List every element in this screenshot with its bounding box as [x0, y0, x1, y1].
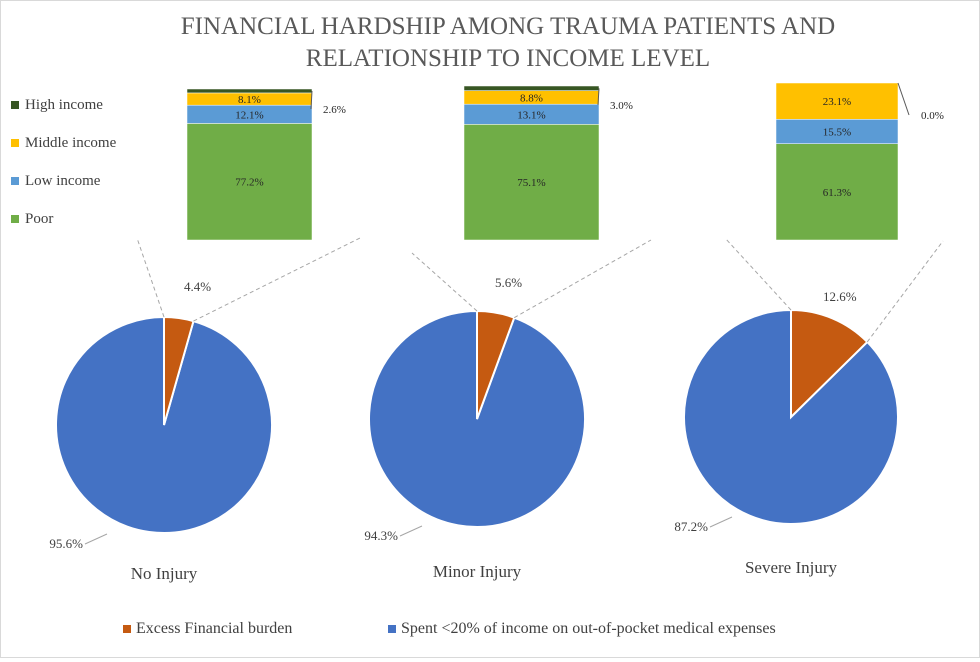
legend-label: Low income	[25, 173, 101, 189]
pie-label-spent: 94.3%	[364, 528, 398, 543]
connector-line	[136, 237, 165, 318]
bar-label-poor: 75.1%	[517, 177, 545, 189]
connector-line	[866, 240, 944, 343]
leader-line	[897, 82, 910, 116]
pie-slice-spent	[683, 308, 899, 525]
bar-label-low-income: 12.1%	[235, 109, 263, 121]
bar-segment-middle-income	[775, 82, 899, 120]
legend-label: Excess Financial burden	[136, 620, 292, 637]
pie-slice-excess	[476, 309, 516, 420]
leader-line	[310, 90, 313, 110]
legend-label: Middle income	[25, 135, 117, 151]
legend-swatch	[11, 215, 19, 223]
connector-line	[724, 237, 792, 311]
pie-slice-excess	[790, 308, 869, 420]
pie-label-excess: 4.4%	[184, 279, 211, 294]
bar-label-low-income: 15.5%	[823, 126, 851, 138]
connector-line	[193, 237, 361, 322]
bar-label-high-income: 0.0%	[921, 110, 944, 122]
bar-segment-poor	[463, 124, 600, 241]
legend-swatch	[11, 139, 19, 147]
pie-slice-excess	[163, 315, 195, 426]
bar-segment-high-income	[186, 88, 313, 94]
pie-label-spent: 87.2%	[674, 519, 708, 534]
chart-title-line-2: RELATIONSHIP TO INCOME LEVEL	[306, 45, 710, 72]
pie-label-excess: 12.6%	[823, 289, 857, 304]
connector-line	[411, 252, 478, 312]
bar-label-middle-income: 23.1%	[823, 96, 851, 108]
leader-line	[399, 525, 423, 537]
bar-label-high-income: 3.0%	[610, 100, 633, 112]
pie-label-excess: 5.6%	[495, 275, 522, 290]
bar-segment-low-income	[775, 119, 899, 144]
chart-title-line-1: FINANCIAL HARDSHIP AMONG TRAUMA PATIENTS…	[181, 13, 835, 40]
legend-swatch	[11, 177, 19, 185]
bar-label-poor: 61.3%	[823, 187, 851, 199]
category-label: No Injury	[131, 564, 198, 583]
bar-label-middle-income: 8.1%	[238, 94, 261, 106]
legend-swatch	[388, 625, 396, 633]
bar-segment-poor	[775, 143, 899, 241]
bar-segment-high-income	[463, 85, 600, 91]
leader-line	[84, 533, 108, 545]
pie-label-spent: 95.6%	[49, 536, 83, 551]
legend-swatch	[123, 625, 131, 633]
category-label: Severe Injury	[745, 558, 838, 577]
bar-segment-poor	[186, 123, 313, 241]
legend-label: Spent <20% of income on out-of-pocket me…	[401, 620, 776, 637]
leader-line	[597, 88, 600, 106]
category-label: Minor Injury	[433, 562, 522, 581]
leader-line	[709, 516, 733, 528]
bar-label-middle-income: 8.8%	[520, 92, 543, 104]
legend-swatch	[11, 101, 19, 109]
bar-label-poor: 77.2%	[235, 177, 263, 189]
connector-line	[514, 239, 652, 319]
legend-label: High income	[25, 97, 103, 113]
bar-label-low-income: 13.1%	[517, 109, 545, 121]
bar-label-high-income: 2.6%	[323, 104, 346, 116]
legend-label: Poor	[25, 211, 53, 227]
